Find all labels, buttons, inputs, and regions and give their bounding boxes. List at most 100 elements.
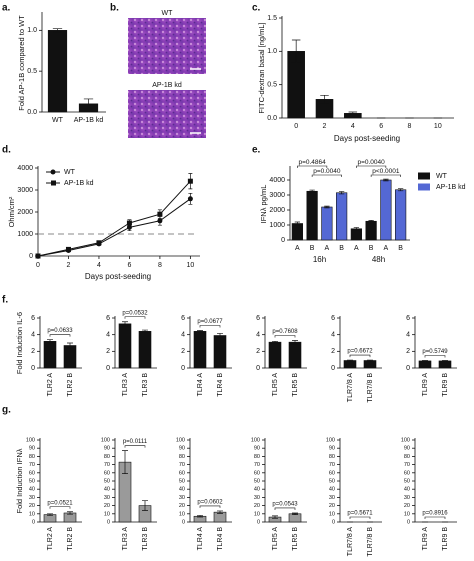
y-tick-label: 0.0: [267, 115, 277, 122]
error-bar: [272, 340, 278, 344]
y-tick-label: 0: [31, 365, 35, 372]
y-tick-label: 0: [106, 365, 110, 372]
panel-label: e.: [252, 145, 261, 156]
x-tick-label: B: [398, 245, 403, 252]
y-tick-label: 80: [329, 454, 335, 460]
p-value: p=0.0040: [357, 159, 385, 166]
y-tick-label: 90: [404, 446, 410, 452]
y-tick-label: 0: [406, 365, 410, 372]
x-tick-label: TLR7/8 B: [367, 373, 374, 403]
x-tick-label: TLR9 B: [442, 527, 449, 551]
error-bar: [83, 98, 94, 110]
y-tick-label: 0: [256, 365, 260, 372]
y-tick-label: 50: [104, 478, 110, 484]
y-tick-label: 40: [179, 487, 185, 493]
legend-swatch: [418, 172, 430, 180]
y-tick-label: 3000: [17, 187, 33, 194]
y-tick-label: 20: [179, 503, 185, 509]
bar: [321, 206, 333, 241]
y-tick-label: 30: [104, 495, 110, 501]
bar: [63, 345, 77, 369]
panel-label: g.: [2, 405, 11, 416]
bar: [350, 228, 362, 241]
bar: [291, 223, 303, 241]
error-bar: [442, 360, 448, 362]
error-bar: [142, 329, 148, 333]
y-tick-label: 100: [401, 437, 410, 443]
p-value: p=0.0677: [197, 319, 223, 325]
error-bar: [294, 221, 301, 226]
y-tick-label: 40: [329, 487, 335, 493]
legend-marker: [50, 169, 56, 175]
y-tick-label: 2: [406, 348, 410, 355]
panel-label: c.: [252, 3, 261, 14]
bracket: [124, 445, 146, 448]
y-tick-label: 60: [104, 470, 110, 476]
error-bar: [320, 94, 329, 104]
y-tick-label: 30: [29, 495, 35, 501]
y-tick-label: 0: [181, 365, 185, 372]
p-value: p=0.0633: [47, 328, 73, 334]
x-tick-label: TLR9 A: [422, 527, 429, 551]
x-tick-label: A: [384, 245, 389, 252]
y-tick-label: 20: [404, 503, 410, 509]
bar: [363, 360, 377, 369]
y-tick-label: 0: [182, 519, 185, 525]
bracket: [356, 165, 387, 168]
bracket: [199, 505, 221, 508]
y-tick-label: 1000: [17, 231, 33, 238]
x-tick-label: TLR5 A: [272, 527, 279, 551]
marker: [157, 211, 163, 217]
error-bar: [272, 515, 278, 519]
error-bar: [52, 28, 63, 33]
x-tick-label: 0: [294, 123, 298, 130]
marker: [35, 253, 41, 259]
bracket: [370, 174, 401, 177]
y-tick-label: 2: [331, 348, 335, 355]
y-tick-label: 50: [179, 478, 185, 484]
y-tick-label: 6: [256, 315, 260, 322]
error-bar: [422, 360, 428, 362]
y-axis-label: Fold Induction IFNλ: [15, 448, 24, 513]
y-tick-label: 100: [26, 437, 35, 443]
p-value: p=0.4864: [298, 159, 326, 166]
y-tick-label: 30: [404, 495, 410, 501]
axis: [39, 438, 82, 523]
y-tick-label: 4000: [269, 177, 285, 184]
y-tick-label: 10: [254, 511, 260, 517]
x-tick-label: TLR2 A: [47, 373, 54, 397]
marker: [126, 220, 132, 226]
x-tick-label: 4: [97, 262, 101, 269]
y-tick-label: 0: [281, 237, 285, 244]
x-tick-label: TLR2 B: [67, 373, 74, 397]
x-tick-label: WT: [52, 117, 64, 124]
y-tick-label: 80: [404, 454, 410, 460]
y-tick-label: 60: [179, 470, 185, 476]
y-tick-label: 4000: [17, 165, 33, 172]
x-tick-label: TLR3 A: [122, 373, 129, 397]
y-tick-label: 60: [254, 470, 260, 476]
y-tick-label: 4: [406, 332, 410, 339]
axis: [414, 438, 457, 523]
p-value: p=0.0602: [197, 500, 223, 506]
x-tick-label: TLR4 A: [197, 373, 204, 397]
bar: [395, 189, 407, 241]
y-axis-label: IFNλ pg/mL: [259, 185, 268, 224]
y-tick-label: 90: [29, 446, 35, 452]
y-tick-label: 2: [106, 348, 110, 355]
bar: [43, 341, 57, 369]
error-bar: [383, 178, 389, 182]
bracket: [311, 174, 342, 177]
bar: [213, 335, 227, 369]
x-tick-label: A: [325, 245, 330, 252]
x-tick-label: TLR9 A: [422, 373, 429, 397]
y-tick-label: 30: [329, 495, 335, 501]
bar: [380, 179, 392, 241]
error-bar: [67, 342, 73, 349]
error-bar: [67, 511, 73, 515]
y-tick-label: 90: [179, 446, 185, 452]
p-value: p<0.0001: [372, 168, 400, 175]
error-bar: [338, 191, 345, 195]
x-tick-label: TLR5 A: [272, 373, 279, 397]
error-bar: [367, 359, 373, 362]
